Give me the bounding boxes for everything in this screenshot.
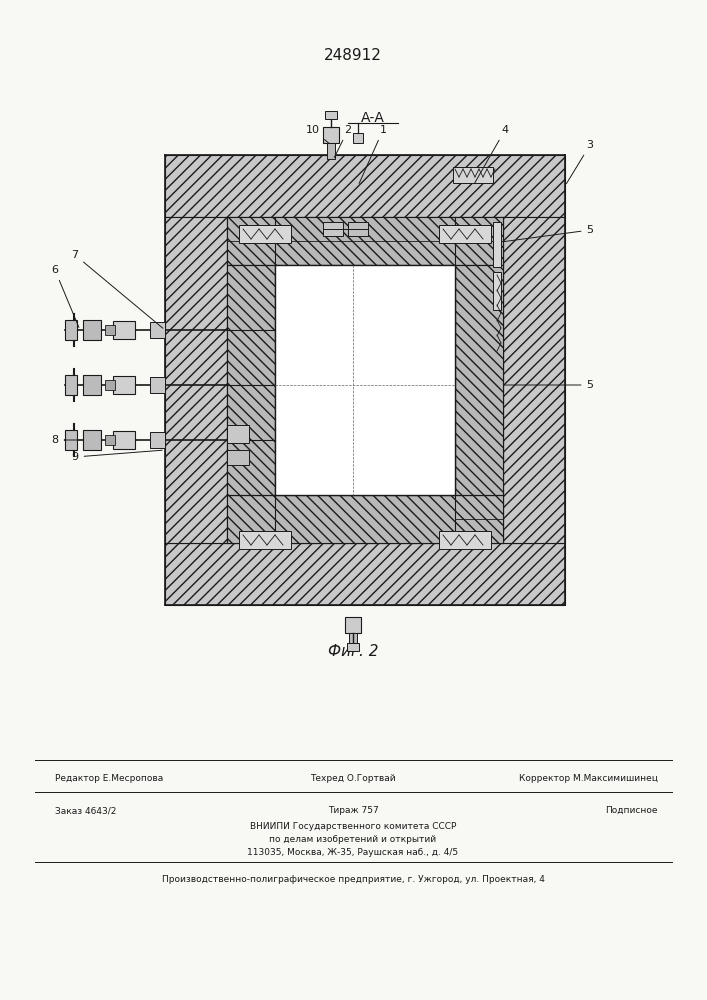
Bar — [65, 430, 77, 450]
Text: 6: 6 — [52, 265, 79, 327]
Text: Фиг. 2: Фиг. 2 — [328, 645, 378, 660]
Bar — [239, 531, 291, 549]
Bar — [105, 435, 115, 445]
Bar — [347, 643, 359, 651]
Bar — [348, 222, 368, 236]
Text: 8: 8 — [52, 435, 77, 445]
Text: по делам изобретений и открытий: по делам изобретений и открытий — [269, 835, 436, 844]
Bar — [113, 431, 135, 449]
Bar — [150, 432, 165, 448]
Bar — [349, 633, 357, 645]
Bar — [113, 321, 135, 339]
Text: Производственно-полиграфическое предприятие, г. Ужгород, ул. Проектная, 4: Производственно-полиграфическое предприя… — [162, 875, 544, 884]
Bar — [323, 127, 339, 143]
Bar — [105, 380, 115, 390]
Bar — [439, 225, 491, 243]
Bar — [493, 272, 501, 310]
Bar — [453, 167, 493, 183]
Bar — [227, 265, 275, 495]
Text: 10: 10 — [306, 125, 329, 143]
Text: 113035, Москва, Ж-35, Раушская наб., д. 4/5: 113035, Москва, Ж-35, Раушская наб., д. … — [247, 848, 459, 857]
Bar — [353, 133, 363, 143]
Bar — [325, 111, 337, 119]
Bar — [113, 376, 135, 394]
Bar — [275, 265, 455, 495]
Text: Тираж 757: Тираж 757 — [327, 806, 378, 815]
Bar — [165, 543, 565, 605]
Bar — [239, 225, 291, 243]
Bar — [227, 450, 249, 465]
Text: Техред О.Гортвай: Техред О.Гортвай — [310, 774, 396, 783]
Text: 7: 7 — [71, 250, 163, 328]
Bar — [455, 265, 503, 495]
Text: Подписное: Подписное — [605, 806, 658, 815]
Text: ВНИИПИ Государственного комитета СССР: ВНИИПИ Государственного комитета СССР — [250, 822, 456, 831]
Bar — [327, 143, 335, 159]
Bar — [323, 222, 343, 236]
Text: Редактор Е.Месропова: Редактор Е.Месропова — [55, 774, 163, 783]
Text: Заказ 4643/2: Заказ 4643/2 — [55, 806, 117, 815]
Text: 5: 5 — [504, 380, 593, 390]
Bar — [65, 375, 77, 395]
Text: 1: 1 — [359, 125, 387, 183]
Text: А-А: А-А — [361, 111, 385, 125]
Bar — [227, 495, 503, 543]
Bar — [345, 617, 361, 633]
Text: 4: 4 — [474, 125, 508, 184]
Bar — [493, 222, 501, 267]
Text: 248912: 248912 — [324, 47, 382, 62]
Bar — [150, 377, 165, 393]
Bar — [65, 320, 77, 340]
Bar — [165, 155, 565, 217]
Bar — [150, 322, 165, 338]
Bar — [83, 375, 101, 395]
Bar — [439, 531, 491, 549]
Text: 3: 3 — [566, 140, 593, 184]
Text: 5: 5 — [504, 225, 593, 242]
Bar — [83, 430, 101, 450]
Bar — [165, 217, 227, 543]
Bar — [227, 425, 249, 443]
Text: Корректор М.Максимишинец: Корректор М.Максимишинец — [519, 774, 658, 783]
Bar — [227, 217, 503, 265]
Bar — [227, 217, 503, 543]
Bar — [503, 217, 565, 543]
Text: 9: 9 — [71, 450, 162, 462]
Bar — [105, 325, 115, 335]
Bar — [83, 320, 101, 340]
Text: 2: 2 — [334, 125, 351, 158]
